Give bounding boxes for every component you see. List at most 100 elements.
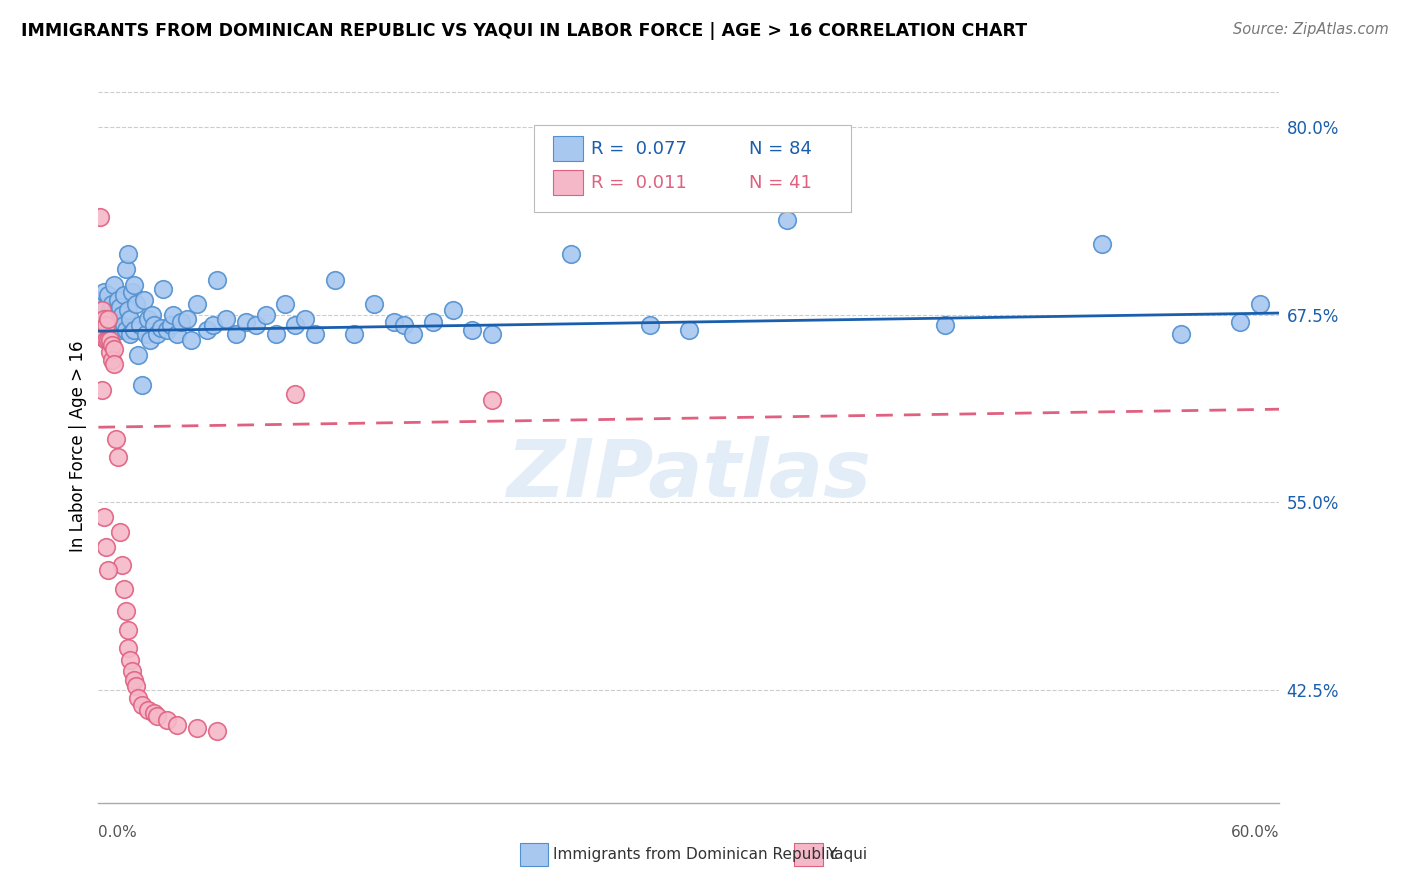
Point [146,327,169,342]
Point [121,664,143,678]
Point [152,282,174,296]
Point [101,315,124,329]
Text: R =  0.077: R = 0.077 [591,140,686,158]
Point [215,312,238,326]
Point [105,318,128,332]
Point [274,297,297,311]
Point [91,293,114,307]
Point [91,383,114,397]
Text: Yaqui: Yaqui [827,847,868,862]
Point [205,273,228,287]
Text: Immigrants from Dominican Republic: Immigrants from Dominican Republic [553,847,838,862]
Point [132,293,155,307]
Point [422,315,444,329]
Point [127,348,149,362]
Point [115,603,138,617]
Point [118,312,141,326]
Point [264,327,287,342]
Point [117,303,139,318]
Point [162,308,184,322]
Point [97,563,120,577]
Point [392,318,415,332]
Point [176,312,198,326]
Point [235,315,257,329]
Point [105,303,128,318]
Point [97,312,120,326]
Point [1170,327,1192,342]
Point [105,432,128,446]
Point [91,303,114,318]
Point [136,312,159,326]
Point [101,337,124,351]
Point [1229,315,1251,329]
Point [89,210,111,224]
Point [1091,236,1114,251]
Point [96,318,118,332]
Point [107,450,129,465]
Text: IMMIGRANTS FROM DOMINICAN REPUBLIC VS YAQUI IN LABOR FORCE | AGE > 16 CORRELATIO: IMMIGRANTS FROM DOMINICAN REPUBLIC VS YA… [21,22,1028,40]
Point [141,308,163,322]
Point [136,703,159,717]
Point [118,327,141,342]
Point [560,247,582,261]
Point [96,315,118,329]
Point [101,352,124,367]
Point [122,673,145,687]
Point [108,322,131,336]
Point [111,558,134,573]
Point [112,582,135,597]
Point [107,315,129,329]
Point [138,333,160,347]
Y-axis label: In Labor Force | Age > 16: In Labor Force | Age > 16 [69,340,87,552]
Point [117,247,139,261]
Point [294,312,316,326]
Point [160,318,183,332]
Point [93,312,115,326]
Point [127,690,149,705]
Point [461,322,484,336]
Point [131,698,153,713]
Point [118,653,141,667]
Text: 0.0%: 0.0% [98,825,138,840]
Point [101,297,124,311]
Point [112,318,135,332]
Point [170,315,193,329]
Point [1249,297,1271,311]
Point [304,327,326,342]
Point [205,723,228,738]
Point [98,345,121,359]
Point [96,541,118,555]
Text: N = 84: N = 84 [749,140,813,158]
Point [150,321,173,335]
Point [93,308,115,322]
Point [284,387,307,401]
Point [201,318,224,332]
Point [156,713,179,727]
Point [117,641,139,656]
Point [125,297,148,311]
Point [146,708,169,723]
Point [131,378,153,392]
Point [284,318,307,332]
Point [225,327,247,342]
Point [142,318,165,332]
Point [103,277,125,292]
Point [166,717,188,731]
Point [93,285,115,299]
Point [441,303,464,318]
Point [96,333,118,347]
Text: R =  0.011: R = 0.011 [591,174,686,192]
Point [343,327,366,342]
Point [195,322,218,336]
Point [107,293,129,307]
Point [135,327,157,342]
Point [111,308,134,322]
Point [186,297,208,311]
Point [156,322,179,336]
Point [121,285,143,299]
Point [103,357,125,371]
Point [382,315,405,329]
Point [108,525,131,540]
Text: ZIPatlas: ZIPatlas [506,435,872,514]
Point [108,300,131,314]
